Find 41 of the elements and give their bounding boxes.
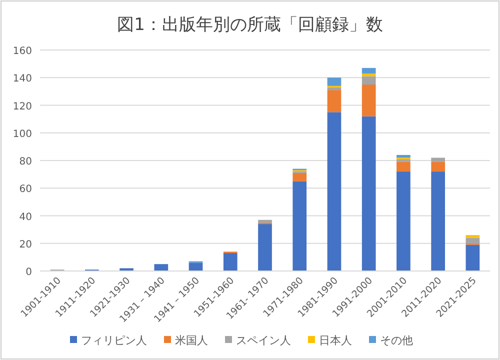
bar — [120, 268, 134, 271]
y-tick-label: 20 — [19, 239, 32, 250]
bar — [431, 162, 445, 172]
bar — [466, 238, 480, 244]
bar — [431, 172, 445, 271]
bar — [396, 172, 410, 271]
legend-label: スペイン人 — [236, 334, 291, 347]
legend-label: フィリピン人 — [81, 334, 147, 347]
bar — [258, 220, 272, 223]
bar — [327, 90, 342, 112]
bar — [396, 159, 410, 162]
y-tick-label: 0 — [26, 267, 32, 278]
bar — [154, 264, 168, 271]
y-tick-label: 140 — [12, 74, 32, 85]
bar — [362, 116, 376, 271]
bar — [292, 172, 307, 182]
bar — [396, 162, 410, 172]
bar — [188, 262, 203, 271]
y-tick-label: 60 — [19, 184, 32, 196]
y-tick-label: 40 — [19, 212, 32, 223]
bar — [362, 68, 376, 74]
bar — [292, 181, 307, 271]
bar — [362, 73, 376, 76]
bar — [223, 253, 238, 271]
bar — [396, 154, 410, 158]
y-tick-label: 100 — [12, 128, 32, 140]
y-tick-label: 160 — [12, 46, 32, 57]
bar — [431, 158, 445, 162]
y-tick-label: 80 — [19, 156, 32, 168]
bar — [327, 78, 342, 86]
bar — [327, 112, 342, 271]
legend-label: 米国人 — [175, 334, 208, 347]
chart-title: 図1：出版年別の所蔵「回顧録」数 — [117, 15, 383, 35]
legend-label: その他 — [380, 334, 413, 347]
bar — [362, 76, 376, 85]
bar — [466, 235, 480, 238]
bar — [362, 84, 376, 116]
y-tick-label: 120 — [12, 101, 32, 112]
bar — [258, 224, 272, 271]
legend-label: 日本人 — [319, 334, 352, 347]
bar — [466, 244, 480, 271]
